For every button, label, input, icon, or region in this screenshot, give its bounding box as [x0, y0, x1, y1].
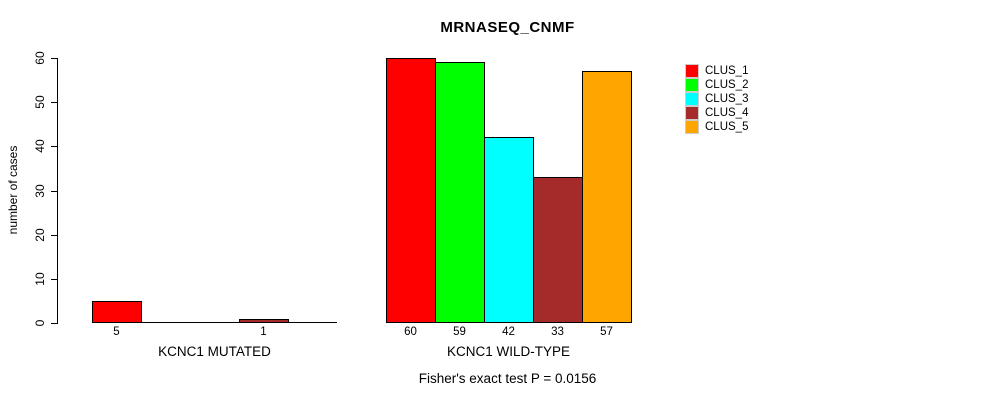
- legend-label: CLUS_4: [705, 107, 749, 119]
- y-axis-tick-label: 40: [33, 139, 47, 153]
- y-axis-tick: [51, 146, 57, 147]
- legend-item: CLUS_5: [685, 120, 748, 134]
- y-axis-tick-label: 50: [33, 95, 47, 109]
- chart-title: MRNASEQ_CNMF: [440, 19, 575, 36]
- y-axis-tick: [51, 235, 57, 236]
- legend: CLUS_1 CLUS_2 CLUS_3 CLUS_4 CLUS_5: [685, 64, 748, 134]
- bar-clus_2: [435, 62, 485, 323]
- y-axis-line: [57, 58, 58, 324]
- legend-swatch: [685, 78, 699, 92]
- y-axis-tick-label: 60: [33, 51, 47, 65]
- bar-value-label: 33: [551, 326, 564, 338]
- subtitle-fisher-test: Fisher's exact test P = 0.0156: [418, 371, 597, 386]
- legend-swatch: [685, 64, 699, 78]
- bar-clus_5: [582, 71, 632, 323]
- bar-clus_4: [533, 177, 583, 323]
- y-axis-tick-label: 20: [33, 228, 47, 242]
- bar-clus_4: [239, 319, 289, 323]
- bar-clus_1: [386, 58, 436, 323]
- legend-swatch: [685, 92, 699, 106]
- y-axis-tick: [51, 102, 57, 103]
- legend-label: CLUS_2: [705, 79, 749, 91]
- bar-value-label: 59: [453, 326, 466, 338]
- bar-clus_3: [484, 137, 534, 323]
- bar-clus_1: [92, 301, 142, 323]
- y-axis-tick: [51, 279, 57, 280]
- legend-label: CLUS_3: [705, 93, 749, 105]
- x-group-label: KCNC1 MUTATED: [158, 344, 271, 359]
- y-axis-tick: [51, 58, 57, 59]
- y-axis-tick-label: 0: [33, 319, 47, 327]
- bar-value-label: 5: [113, 326, 120, 338]
- bar-value-label: 57: [600, 326, 613, 338]
- legend-item: CLUS_3: [685, 92, 748, 106]
- y-axis-title: number of cases: [6, 145, 20, 235]
- y-axis-tick-label: 10: [33, 272, 47, 286]
- legend-label: CLUS_1: [705, 65, 749, 77]
- y-axis-tick-label: 30: [33, 184, 47, 198]
- legend-swatch: [685, 120, 699, 134]
- legend-item: CLUS_2: [685, 78, 748, 92]
- y-axis-tick: [51, 191, 57, 192]
- y-axis-tick: [51, 323, 57, 324]
- bar-value-label: 1: [260, 326, 267, 338]
- legend-item: CLUS_4: [685, 106, 748, 120]
- bar-value-label: 60: [404, 326, 417, 338]
- group-baseline: [92, 322, 337, 323]
- legend-swatch: [685, 106, 699, 120]
- legend-item: CLUS_1: [685, 64, 748, 78]
- bar-value-label: 42: [502, 326, 515, 338]
- x-group-label: KCNC1 WILD-TYPE: [446, 344, 571, 359]
- legend-label: CLUS_5: [705, 121, 749, 133]
